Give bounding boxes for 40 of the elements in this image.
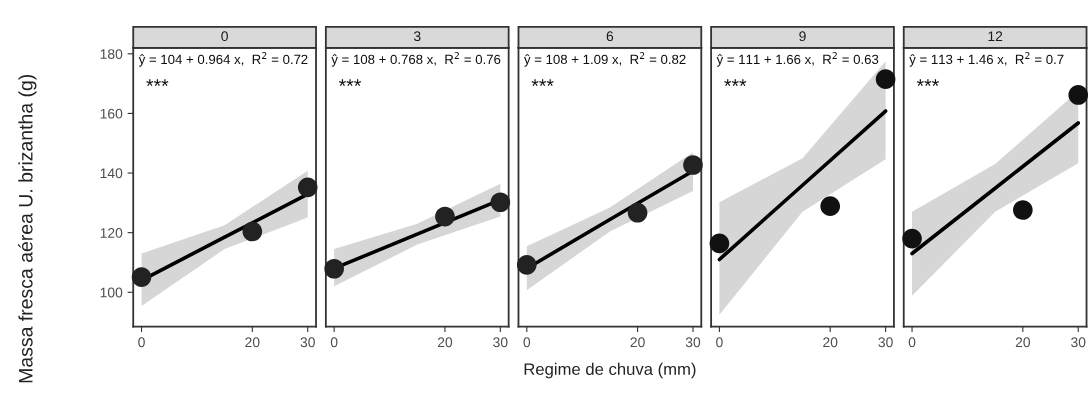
point: [131, 267, 152, 287]
annotation: ŷ = 108 + 1.09 x, R$^{2}$ = 0.82: [524, 52, 686, 67]
x-tick-label: 20: [1015, 337, 1031, 348]
annotation: ***: [531, 79, 554, 87]
x-tick-label: 20: [630, 337, 645, 348]
chart-title: 3: [413, 31, 421, 42]
annotation: ŷ = 111 + 1.66 x, R$^{2}$ = 0.63: [716, 52, 879, 67]
chart-title: 6: [606, 31, 614, 42]
x-tick-label: 0: [908, 337, 916, 348]
annotation: ŷ = 113 + 1.46 x, R$^{2}$ = 0.7: [909, 52, 1064, 67]
x-tick-label: 0: [523, 337, 531, 348]
chart-title: 0: [221, 31, 228, 42]
point: [242, 221, 263, 242]
point: [297, 177, 318, 198]
chart-title: 12: [988, 31, 1003, 41]
annotation: ***: [916, 79, 939, 87]
x-tick-label: 30: [878, 337, 893, 348]
x-axis-title: Regime de chuva (mm): [524, 362, 696, 379]
chart-title: 9: [799, 31, 806, 42]
y-tick-label: 160: [100, 108, 123, 119]
annotation: ŷ = 104 + 0.964 x, R$^{2}$ = 0.72: [138, 52, 308, 67]
x-tick-label: 0: [716, 337, 723, 348]
annotation: ŷ = 108 + 0.768 x, R$^{2}$ = 0.76: [331, 52, 501, 67]
y-tick-label: 100: [100, 287, 123, 298]
y-tick-label: 140: [100, 168, 123, 179]
annotation: ***: [338, 79, 362, 87]
annotation: ***: [724, 79, 747, 87]
annotation: ***: [146, 79, 169, 87]
y-tick-label: 180: [100, 49, 123, 59]
y-tick-label: 120: [100, 227, 123, 238]
x-tick-label: 0: [330, 337, 338, 348]
x-tick-label: 30: [685, 337, 701, 348]
x-tick-label: 30: [300, 337, 315, 348]
x-tick-label: 20: [823, 337, 838, 348]
x-tick-label: 20: [245, 337, 260, 348]
x-tick-label: 20: [437, 337, 453, 348]
x-tick-label: 30: [493, 337, 508, 348]
x-tick-label: 30: [1071, 337, 1086, 348]
x-tick-label: 0: [138, 337, 145, 348]
y-axis-title: Massa fresca aérea U. brizantha (g): [18, 74, 37, 383]
